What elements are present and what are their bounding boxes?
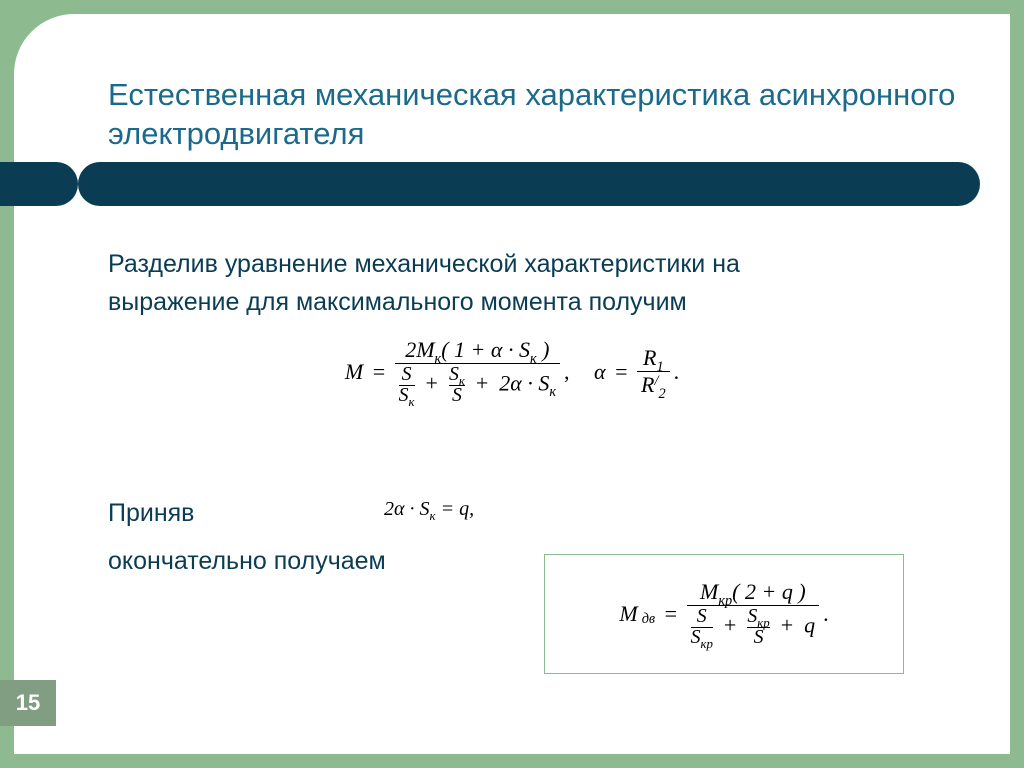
formula-lhs: M [345,359,363,385]
num-paren-close: ) [537,337,550,362]
den-t1-num: S [402,365,412,385]
slide-card: Естественная механическая характеристика… [14,14,1010,754]
res-d1-den-sub: кр [700,637,712,651]
equals-3: = [659,601,682,627]
plus-2: + [470,371,493,396]
alpha-fraction: R1 R/2 [637,346,670,397]
fq-sub1: к [430,508,436,523]
num-paren: ( 1 + α · S [441,337,530,362]
res-num-paren: ( 2 + q ) [732,579,806,604]
page-number-badge: 15 [0,680,56,726]
res-lhs: M [619,601,637,627]
p2-line-1: Приняв [108,490,386,538]
intro-line-1: Разделив уравнение механической характер… [108,246,970,284]
num-paren-sub: к [530,351,537,367]
den-term-1: S Sк [399,365,415,406]
num-sub: к [435,351,442,367]
intro-paragraph: Разделив уравнение механической характер… [108,246,970,321]
equals-sign: = [367,359,390,385]
res-d3: q [804,613,815,638]
intro-line-2: выражение для максимального момента полу… [108,284,970,322]
comma-1: , [564,359,570,385]
alpha-num: R [643,345,656,370]
accent-bar-left [0,162,78,206]
plus-1: + [420,371,443,396]
den-t3-sub: к [549,384,556,400]
fq-text1: 2α · S [384,498,430,520]
formula-result-box: Mдв = Mкр( 2 + q ) S Sкр + Sкр [544,554,904,674]
formula-main: M = 2Mк( 1 + α · Sк ) S Sк + Sк [14,338,1010,406]
result-fraction: Mкр( 2 + q ) S Sкр + Sкр S + [687,580,820,648]
paragraph-2: Приняв окончательно получаем [108,490,386,585]
spacer-1 [574,359,591,385]
period-2: . [823,601,829,627]
equals-2: = [610,359,633,385]
formula-main-fraction: 2Mк( 1 + α · Sк ) S Sк + Sк S + [395,338,560,406]
res-d1-num: S [697,607,707,627]
res-num-sub: кр [718,593,732,609]
den-term-2: Sк S [449,365,465,406]
res-d1-den: S [691,626,701,648]
den-t2-num: S [449,363,459,385]
den-t3: 2α · S [499,371,549,396]
res-num-prefix: M [700,579,718,604]
alpha-lhs: α [594,359,606,385]
formula-q: 2α · Sк = q, [384,498,474,521]
res-d2-num: S [747,605,757,627]
den-t1-den: S [399,384,409,406]
res-lhs-sub: дв [642,611,655,628]
den-t1-den-sub: к [409,395,415,409]
res-d2-num-sub: кр [757,616,769,630]
slide-title: Естественная механическая характеристика… [108,76,970,154]
p2-line-2: окончательно получаем [108,538,386,586]
fq-text2: = q, [436,498,475,520]
alpha-den-sub: 2 [658,386,665,402]
res-den-t1: S Sкр [691,607,713,648]
title-underline-bar [78,162,980,206]
period-1: . [674,359,680,385]
res-d2-den: S [754,628,764,648]
den-t2-den: S [452,386,462,406]
res-den-t2: Sкр S [747,607,769,648]
den-t2-num-sub: к [459,374,465,388]
plus-3: + [718,613,741,638]
num-prefix: 2M [405,337,434,362]
alpha-den: R [641,372,654,397]
plus-4: + [775,613,798,638]
